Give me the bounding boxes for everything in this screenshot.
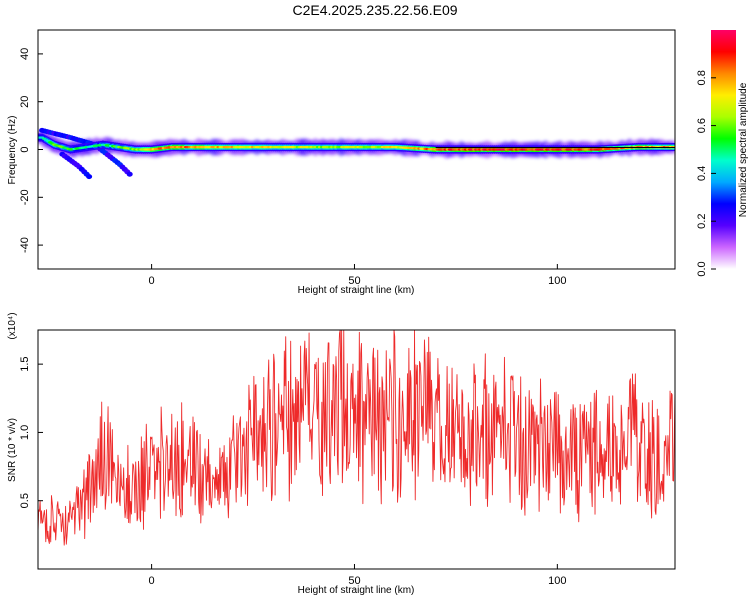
spectrogram-y-axis-label: Frequency (Hz) [7, 116, 18, 185]
snr-y-axis-label: SNR (10 * v/v) [7, 418, 18, 482]
spectrogram-y-tick-label: 40 [19, 48, 31, 60]
colorbar-tick-label: 0.8 [696, 70, 708, 85]
snr-frame [37, 329, 676, 570]
snr-x-tick-label: 50 [348, 575, 360, 587]
colorbar-ticks: 0.0 0.2 0.4 0.6 0.8 [696, 70, 716, 277]
spectrogram-x-tick-label: 0 [149, 275, 155, 287]
snr-series-line [38, 330, 675, 546]
snr-x-axis-label: Height of straight line (km) [298, 585, 415, 596]
colorbar-tick-label: 0.2 [696, 214, 708, 229]
spectrogram-y-tick-label: -20 [19, 189, 31, 205]
colorbar-tick-label: 0.0 [696, 261, 708, 276]
spectrogram-x-tick-label: 100 [548, 275, 566, 287]
spectrogram-y-tick-label: 0 [19, 146, 31, 152]
snr-x-tick-label: 0 [149, 575, 155, 587]
spectrogram-x-ticks: 0 50 100 [149, 264, 567, 287]
snr-y-tick-label: 0.5 [19, 493, 31, 508]
snr-y-tick-label: 1.0 [19, 425, 31, 440]
spectrogram-panel: 0 50 100 -40 -20 0 20 40 Height of straight li… [7, 29, 676, 296]
spectrogram-y-tick-label: -40 [19, 237, 31, 253]
colorbar-tick-label: 0.4 [696, 166, 708, 181]
spectrogram-x-axis-label: Height of straight line (km) [298, 285, 415, 296]
snr-x-ticks: 0 50 100 [149, 564, 567, 587]
figure-title: C2E4.2025.235.22.56.E09 [292, 2, 457, 18]
colorbar-label: Normalized spectral amplitude [738, 82, 749, 217]
snr-y-ticks: 0.5 1.0 1.5 [19, 356, 43, 508]
colorbar-gradient [711, 30, 736, 269]
spectrogram-branch-mark [126, 171, 133, 177]
spectrogram-x-tick-label: 50 [348, 275, 360, 287]
colorbar: 0.0 0.2 0.4 0.6 0.8 Normalized spectral ampl… [696, 30, 749, 277]
snr-x-tick-label: 100 [548, 575, 566, 587]
snr-panel: 0 50 100 0.5 1.0 1.5 Height of straight line… [7, 312, 676, 596]
colorbar-tick-label: 0.6 [696, 118, 708, 133]
snr-y-tick-label: 1.5 [19, 356, 31, 371]
spectrogram-branch-mark [86, 174, 93, 180]
spectrogram-y-tick-label: 20 [19, 96, 31, 108]
snr-y-multiplier: (x10⁴) [7, 312, 18, 339]
spectrogram-y-ticks: -40 -20 0 20 40 [19, 48, 43, 253]
